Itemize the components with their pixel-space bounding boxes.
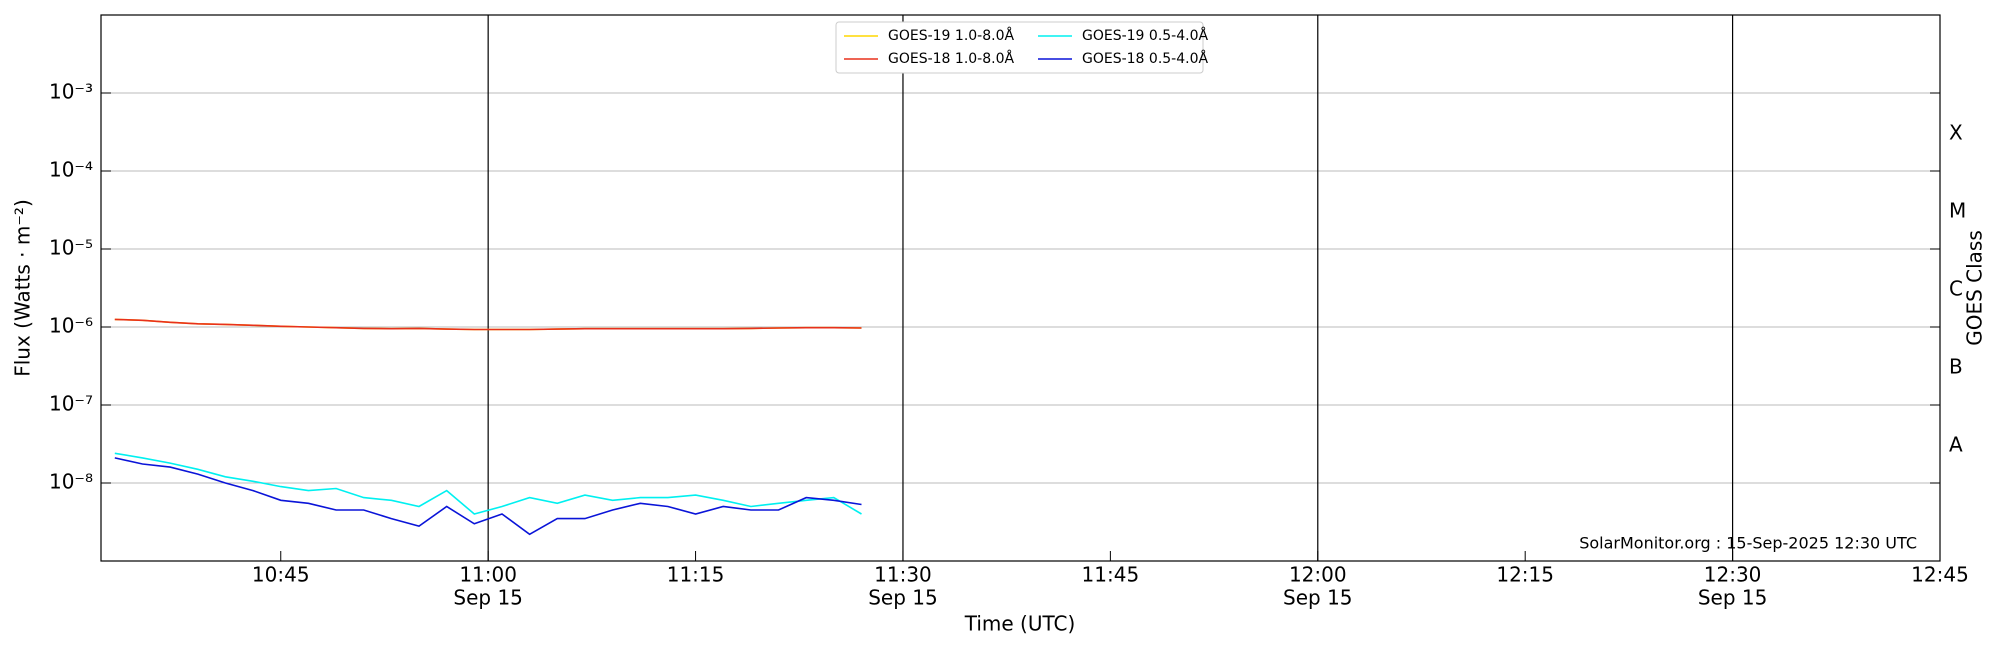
x-tick-label: 11:15 (667, 563, 725, 587)
series-line (114, 318, 862, 331)
y-tick-label: 10⁻⁵ (49, 236, 93, 260)
legend-label: GOES-18 0.5-4.0Å (1082, 50, 1208, 67)
y-tick-label: 10⁻⁶ (49, 314, 93, 338)
x-tick-label: 11:30 (874, 563, 932, 587)
legend-box (835, 21, 1204, 74)
y2-tick-label: C (1949, 276, 1963, 300)
y2-tick-label: A (1949, 432, 1963, 456)
y-tick-label: 10⁻³ (49, 80, 93, 104)
series-line (114, 452, 862, 515)
y-tick-label: 10⁻⁷ (49, 392, 93, 416)
legend-label: GOES-19 1.0-8.0Å (888, 27, 1014, 44)
plot-frame (100, 14, 1941, 562)
x-tick-label: 12:45 (1911, 563, 1969, 587)
x-tick-label: 12:15 (1496, 563, 1554, 587)
legend: GOES-19 1.0-8.0Å GOES-18 1.0-8.0Å GOES-19 … (835, 21, 1208, 74)
x-tick-date: Sep 15 (1283, 586, 1353, 610)
x-tick-date: Sep 15 (868, 586, 938, 610)
x-tick-date: Sep 15 (1698, 586, 1768, 610)
x-tick-label: 11:00 (459, 563, 517, 587)
legend-label: GOES-18 1.0-8.0Å (888, 50, 1014, 67)
y2-tick-label: M (1949, 198, 1966, 222)
x-tick-label: 12:30 (1704, 563, 1762, 587)
y2-axis-label: GOES Class (1963, 230, 1987, 346)
x-tick-date: Sep 15 (453, 586, 523, 610)
y2-tick-label: X (1949, 120, 1963, 144)
y-tick-label: 10⁻⁸ (49, 470, 93, 494)
x-axis-label: Time (UTC) (964, 612, 1076, 636)
y-axis-label: Flux (Watts · m⁻²) (11, 199, 35, 377)
y2-tick-label: B (1949, 354, 1963, 378)
x-tick-label: 12:00 (1289, 563, 1347, 587)
annotation: SolarMonitor.org : 15-Sep-2025 12:30 UTC (1579, 534, 1917, 553)
x-tick-label: 10:45 (252, 563, 310, 587)
series-line (114, 457, 862, 536)
legend-label: GOES-19 0.5-4.0Å (1082, 27, 1208, 44)
x-tick-label: 11:45 (1082, 563, 1140, 587)
y-tick-label: 10⁻⁴ (49, 158, 93, 182)
